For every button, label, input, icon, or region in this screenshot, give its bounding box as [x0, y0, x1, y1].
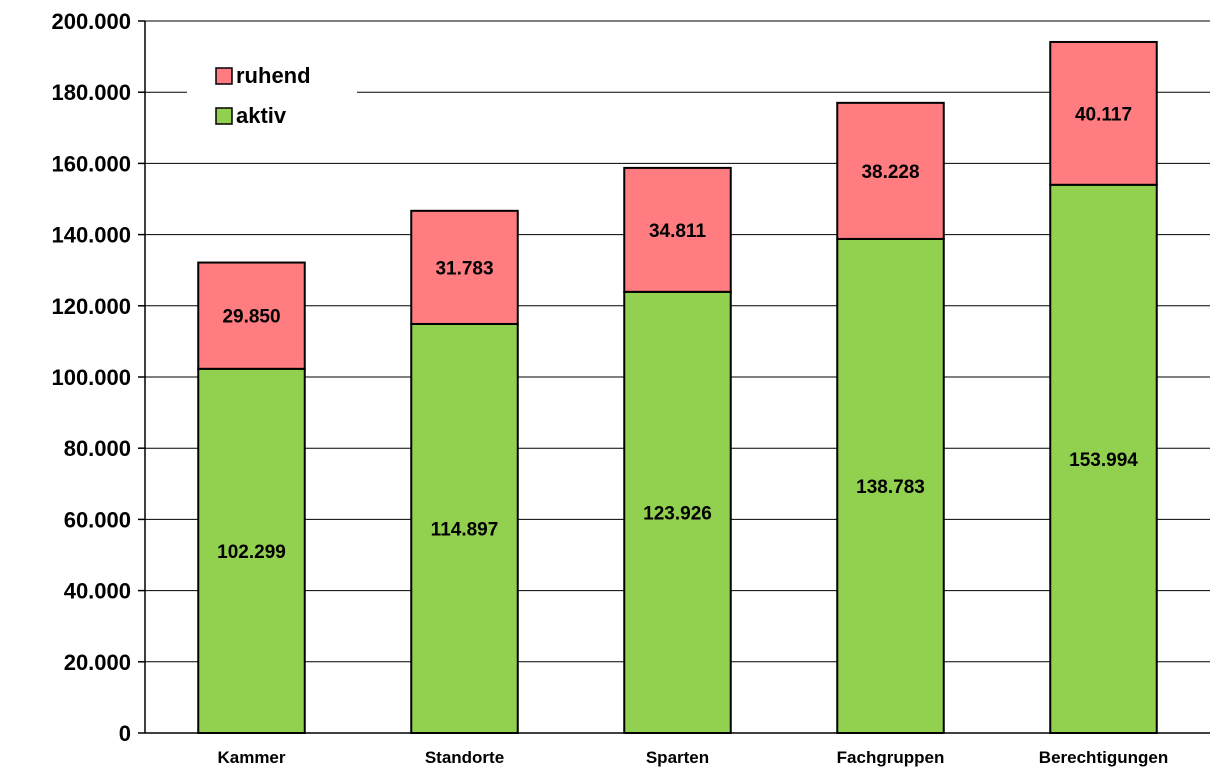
data-label: 114.897 [431, 519, 499, 540]
bar-aktiv-sparten [623, 290, 732, 734]
x-tick-label: Sparten [646, 748, 709, 767]
data-label: 123.926 [643, 503, 712, 524]
y-tick-label: 140.000 [51, 223, 131, 248]
bar-aktiv-berechtigungen [1049, 183, 1158, 734]
axes: 0 20.000 40.000 60.000 80.000 100.000 120.000 1… [51, 9, 1210, 767]
bar-ruhend-fachgruppen [836, 101, 945, 240]
data-label: 138.783 [856, 477, 925, 498]
y-tick-label: 40.000 [64, 579, 131, 604]
x-tick-label: Standorte [425, 748, 504, 767]
bars [197, 40, 1158, 734]
data-label: 34.811 [649, 221, 706, 242]
y-tick-label: 180.000 [51, 80, 131, 105]
y-tick-label: 120.000 [51, 294, 131, 319]
y-tick-label: 20.000 [64, 650, 131, 675]
y-tick-label: 200.000 [51, 9, 131, 34]
bar-ruhend-berechtigungen [1049, 40, 1158, 186]
legend-swatch-aktiv [215, 107, 233, 125]
y-tick-label: 0 [119, 721, 131, 746]
data-label: 38.228 [861, 162, 919, 183]
y-tick-label: 80.000 [64, 436, 131, 461]
x-tick-label: Fachgruppen [837, 748, 945, 767]
bar-aktiv-fachgruppen [836, 237, 945, 734]
legend-label-ruhend: ruhend [236, 63, 311, 88]
data-label: 153.994 [1069, 450, 1138, 471]
x-tick-label: Berechtigungen [1039, 748, 1168, 767]
bar-ruhend-sparten [623, 166, 732, 293]
y-tick-label: 60.000 [64, 507, 131, 532]
legend: ruhend aktiv [187, 58, 357, 138]
data-labels: 102.299 29.850 114.897 31.783 123.926 34.811 1… [217, 104, 1138, 563]
legend-label-aktiv: aktiv [236, 103, 287, 128]
y-tick-label: 160.000 [51, 151, 131, 176]
y-tick-label: 100.000 [51, 365, 131, 390]
bar-ruhend-kammer [197, 261, 306, 370]
data-label: 29.850 [222, 307, 280, 328]
data-label: 31.783 [435, 258, 493, 279]
data-label: 40.117 [1075, 104, 1132, 125]
bar-ruhend-standorte [410, 209, 519, 325]
x-tick-label: Kammer [217, 748, 285, 767]
legend-swatch-ruhend [215, 67, 233, 85]
data-label: 102.299 [217, 542, 286, 563]
